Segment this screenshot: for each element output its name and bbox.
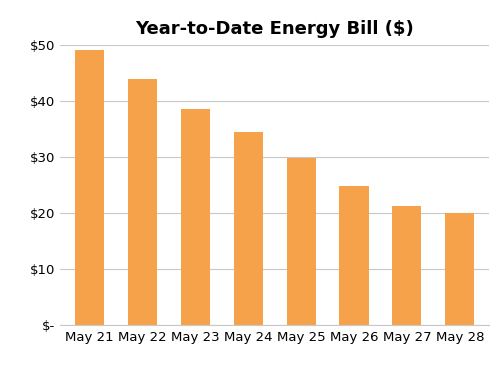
Bar [128,79,157,325]
Bar [75,50,104,325]
Bar [340,186,368,325]
Title: Year-to-Date Energy Bill ($): Year-to-Date Energy Bill ($) [135,20,414,38]
Bar [287,158,316,325]
Bar [392,206,421,325]
Bar [445,213,474,325]
Bar [234,132,263,325]
Bar [181,109,210,325]
